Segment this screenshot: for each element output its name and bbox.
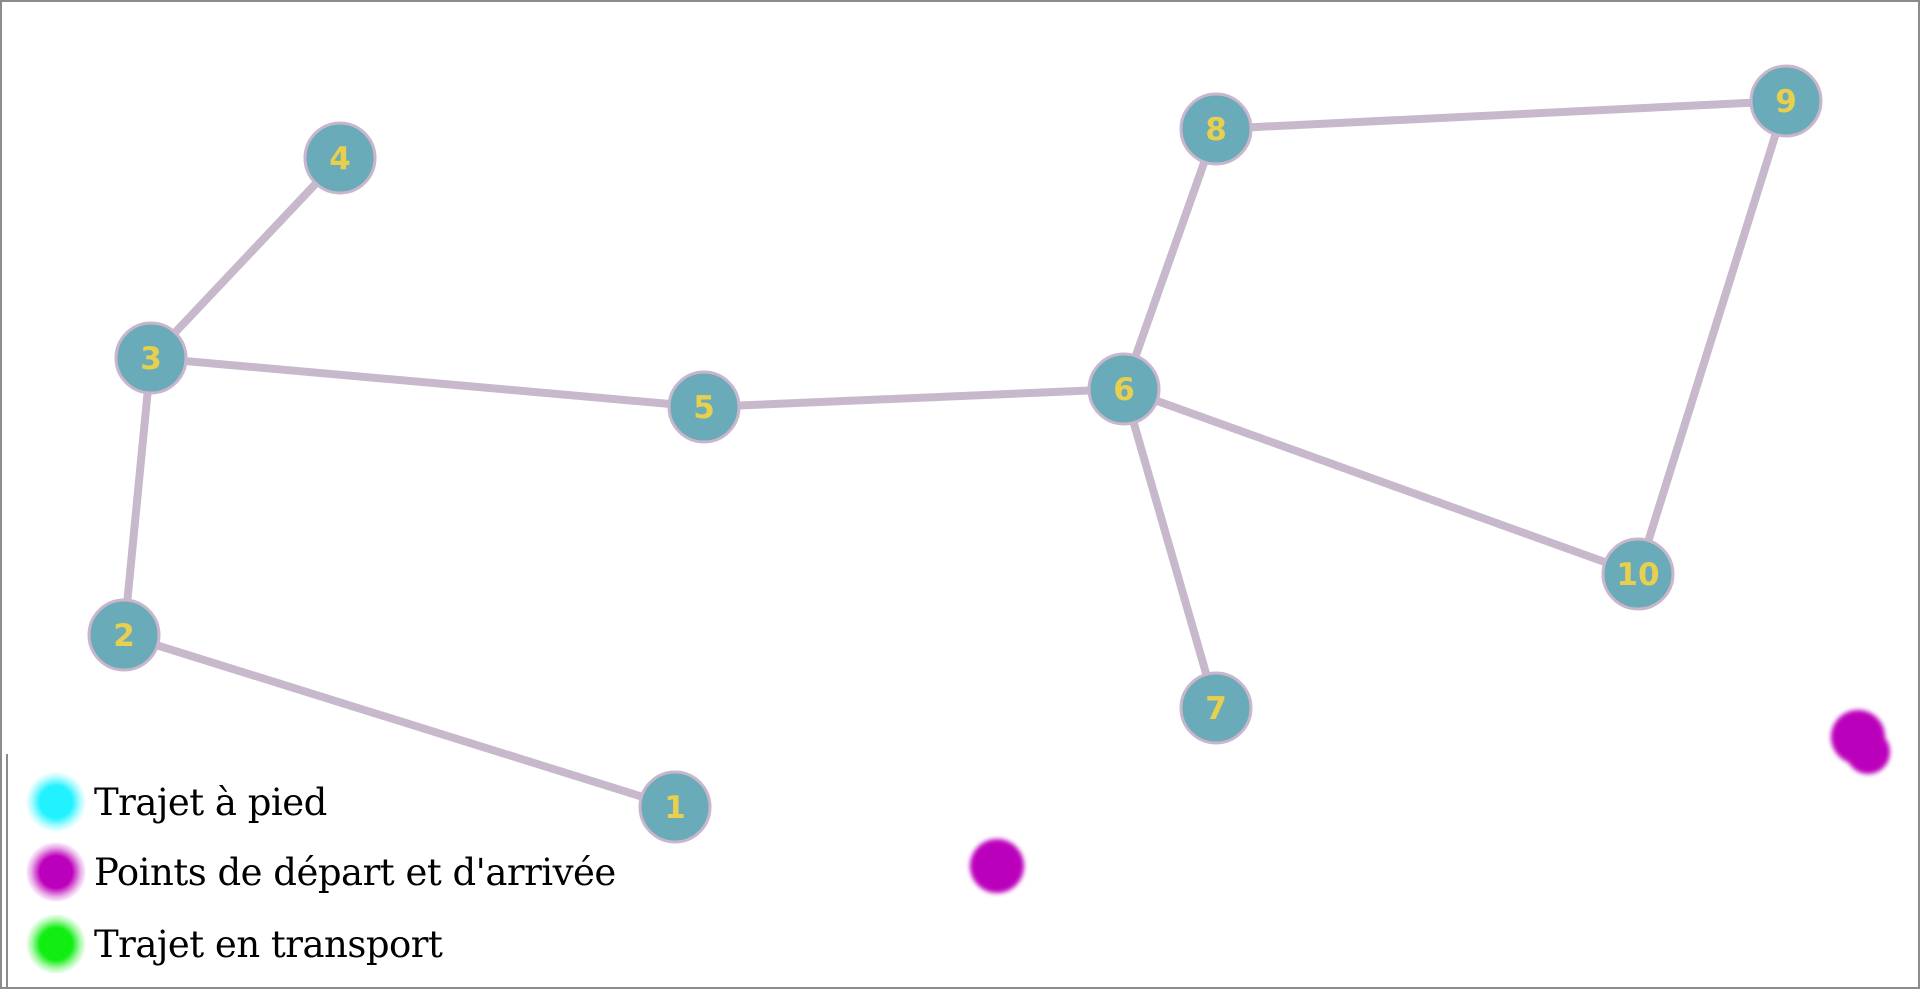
node-label: 2 (113, 618, 135, 654)
node-label: 4 (329, 141, 351, 177)
node-label: 8 (1205, 112, 1227, 148)
legend: Trajet à pied Points de départ et d'arri… (6, 754, 658, 987)
node-label: 6 (1113, 372, 1135, 408)
node-4[interactable]: 4 (303, 121, 377, 195)
node-1[interactable]: 1 (638, 770, 712, 844)
node-7[interactable]: 7 (1179, 671, 1253, 745)
node-label: 10 (1616, 557, 1659, 593)
node-circle[interactable] (303, 121, 377, 195)
edges-layer (120, 97, 1790, 811)
node-3[interactable]: 3 (114, 321, 188, 395)
edge-6-8 (1120, 125, 1220, 393)
node-circle[interactable] (1601, 537, 1675, 611)
edge-3-4 (147, 154, 344, 362)
edge-8-9 (1212, 97, 1790, 133)
end-marker (1831, 710, 1890, 774)
node-circle[interactable] (638, 770, 712, 844)
legend-label-transport: Trajet en transport (94, 922, 443, 966)
legend-swatch-endpoints (26, 842, 86, 902)
legend-item-endpoints: Points de départ et d'arrivée (26, 842, 616, 902)
start-marker (970, 839, 1024, 893)
node-label: 1 (664, 790, 686, 826)
edge-1-2 (120, 631, 679, 811)
edge-6-10 (1120, 385, 1642, 578)
edge-3-5 (147, 354, 708, 411)
node-5[interactable]: 5 (667, 370, 741, 444)
node-circle[interactable] (1749, 64, 1823, 138)
node-circle[interactable] (1179, 92, 1253, 166)
edge-2-3 (120, 354, 155, 639)
legend-label-endpoints: Points de départ et d'arrivée (94, 850, 616, 894)
node-label: 7 (1205, 691, 1227, 727)
legend-swatch-transport (26, 914, 86, 974)
node-2[interactable]: 2 (87, 598, 161, 672)
node-6[interactable]: 6 (1087, 352, 1161, 426)
node-8[interactable]: 8 (1179, 92, 1253, 166)
legend-item-walking: Trajet à pied (26, 772, 327, 832)
node-label: 5 (693, 390, 715, 426)
node-circle[interactable] (87, 598, 161, 672)
node-10[interactable]: 10 (1601, 537, 1675, 611)
node-label: 9 (1775, 84, 1797, 120)
edge-9-10 (1634, 97, 1790, 578)
node-circle[interactable] (1087, 352, 1161, 426)
edge-5-6 (700, 385, 1128, 411)
nodes-layer: 1 2 3 4 5 6 7 8 9 10 (87, 64, 1823, 844)
node-circle[interactable] (1179, 671, 1253, 745)
node-9[interactable]: 9 (1749, 64, 1823, 138)
legend-swatch-walking (26, 772, 86, 832)
legend-label-walking: Trajet à pied (94, 780, 327, 824)
node-label: 3 (140, 341, 162, 377)
node-circle[interactable] (114, 321, 188, 395)
node-circle[interactable] (667, 370, 741, 444)
legend-item-transport: Trajet en transport (26, 914, 443, 974)
edge-6-7 (1120, 385, 1220, 712)
markers-layer (970, 710, 1890, 893)
